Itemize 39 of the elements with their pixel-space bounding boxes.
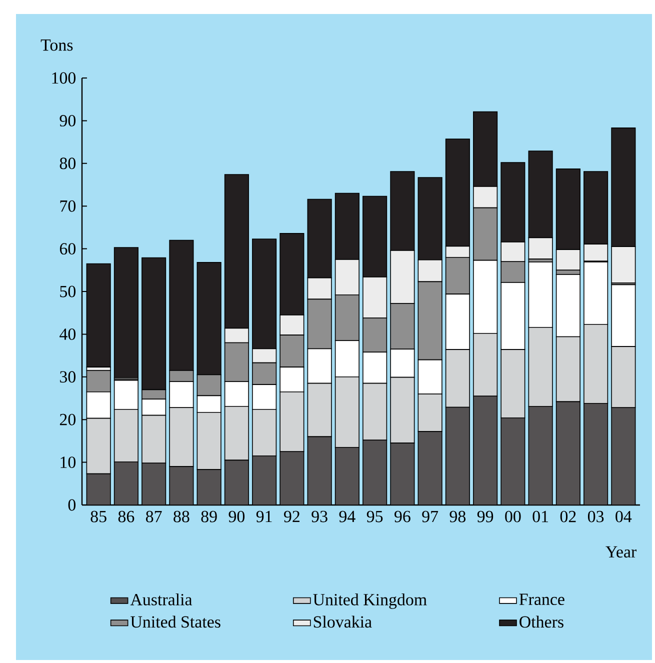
y-tick-label: 30: [60, 371, 76, 383]
x-tick-label: 97: [422, 510, 438, 522]
y-tick-label: 100: [52, 72, 76, 84]
y-axis-title: Tons: [40, 39, 73, 51]
y-tick-label: 80: [60, 158, 76, 170]
x-tick-label: 91: [256, 510, 272, 522]
y-tick-label: 90: [60, 114, 76, 126]
legend-label: Australia: [130, 593, 192, 606]
x-tick-label: 98: [450, 510, 466, 522]
legend-label: United Kingdom: [313, 593, 427, 609]
x-tick-label: 90: [228, 510, 245, 522]
x-tick-label: 88: [174, 510, 190, 522]
y-tick-label: 0: [68, 499, 76, 511]
x-tick-label: 86: [118, 510, 134, 522]
y-tick-label: 60: [60, 243, 76, 255]
legend-label: Slovakia: [314, 616, 372, 628]
y-tick-label: 20: [60, 414, 76, 426]
x-tick-label: 85: [90, 510, 106, 522]
x-tick-label: 04: [616, 510, 632, 522]
legend-label: United States: [130, 616, 220, 628]
x-tick-label: 93: [312, 510, 328, 522]
legend-label: France: [519, 594, 564, 606]
y-tick-label: 70: [60, 200, 76, 212]
x-tick-label: 01: [532, 510, 548, 522]
y-tick-label: 40: [60, 328, 76, 340]
x-tick-label: 95: [366, 510, 383, 522]
x-tick-label: 03: [588, 510, 604, 522]
y-tick-label: 10: [60, 456, 76, 468]
x-tick-label: 02: [560, 510, 576, 522]
x-tick-label: 00: [505, 510, 521, 522]
x-tick-label: 89: [201, 510, 217, 522]
x-tick-label: 94: [339, 510, 356, 522]
x-tick-label: 99: [477, 510, 494, 522]
x-tick-label: 87: [146, 510, 162, 522]
legend-label: Others: [520, 616, 564, 628]
x-tick-label: 96: [394, 510, 410, 522]
y-tick-label: 50: [60, 286, 76, 298]
x-tick-label: 92: [284, 510, 300, 522]
x-axis-title: Year: [606, 546, 636, 558]
